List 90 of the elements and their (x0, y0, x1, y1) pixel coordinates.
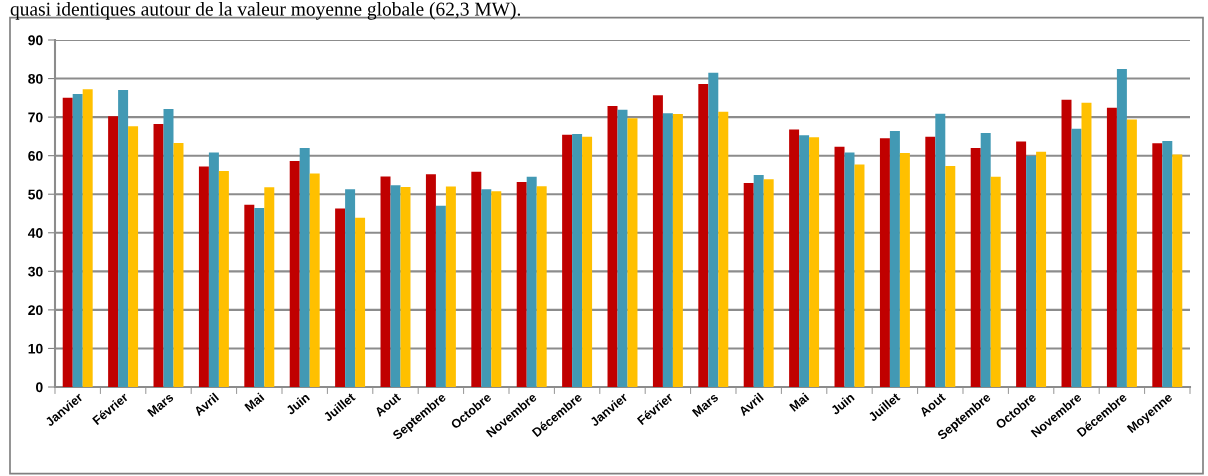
bar (536, 186, 547, 387)
bar (617, 109, 628, 387)
bar (1172, 154, 1183, 387)
bar (662, 113, 673, 387)
bar (572, 134, 583, 387)
bar (718, 111, 729, 387)
y-tick-label: 30 (28, 266, 43, 277)
bar (652, 95, 663, 387)
y-tick-label: 70 (28, 112, 43, 123)
bar (1162, 141, 1173, 387)
bar (264, 187, 275, 387)
bar (708, 72, 719, 387)
bar (244, 204, 255, 387)
bar (672, 114, 683, 387)
bar (491, 191, 502, 387)
bar (108, 116, 119, 387)
bar (72, 93, 83, 387)
bar (607, 105, 618, 387)
bar (970, 147, 981, 387)
bar (198, 166, 209, 387)
bar (980, 132, 991, 387)
bar (945, 166, 956, 387)
bar (1152, 143, 1163, 387)
bar (471, 171, 482, 387)
bar (208, 152, 219, 387)
bar (698, 83, 709, 387)
bar (309, 173, 320, 387)
bar (1061, 99, 1072, 387)
y-tick-label: 90 (28, 35, 43, 46)
y-tick-label: 60 (28, 151, 43, 161)
bar (289, 161, 300, 387)
bar (1071, 128, 1082, 387)
bar (935, 113, 946, 387)
bar (299, 147, 310, 387)
y-tick-label: 0 (36, 382, 43, 393)
bar (799, 135, 810, 387)
y-tick-label: 40 (27, 228, 43, 238)
bar (335, 208, 346, 387)
y-tick-label: 20 (28, 305, 43, 316)
bar (435, 205, 446, 387)
bar (743, 183, 754, 387)
bar (925, 136, 936, 387)
x-tick-label: Juin (829, 392, 855, 416)
x-tick-label: Juin (285, 392, 311, 416)
bar (844, 152, 855, 387)
x-tick-label: Mai (788, 392, 810, 412)
bar (218, 171, 229, 387)
bar (173, 142, 184, 387)
bar (1106, 107, 1117, 387)
bar (118, 90, 129, 387)
y-tick-label: 50 (28, 189, 43, 200)
bar (128, 126, 139, 387)
bar (834, 146, 845, 387)
bar (627, 118, 638, 387)
bar (582, 136, 593, 387)
y-tick-label: 80 (28, 73, 43, 84)
bar (879, 138, 890, 387)
bar (345, 189, 356, 387)
bar (763, 179, 774, 387)
bar (254, 208, 265, 387)
bar (355, 217, 366, 387)
bar (1036, 151, 1047, 387)
bar (562, 134, 573, 387)
x-tick-label: Mai (243, 392, 265, 412)
bar (899, 152, 910, 387)
bar (516, 181, 527, 387)
bar (854, 164, 865, 387)
y-tick-label: 10 (28, 343, 43, 354)
bar (889, 130, 900, 387)
text: quasi identiques autour de la valeur moyenne globale (62,3 MW). (10, 2, 521, 20)
bar (1126, 119, 1137, 387)
bar (380, 176, 391, 387)
bar (1026, 156, 1037, 387)
bar (390, 185, 401, 387)
bar (400, 186, 411, 387)
bar (82, 89, 93, 387)
bar (153, 124, 164, 387)
bar (753, 174, 764, 387)
bar (1081, 102, 1092, 387)
bar (809, 137, 820, 387)
bar (445, 186, 456, 387)
bar (1016, 141, 1027, 387)
bar (425, 174, 436, 387)
bar (1116, 68, 1127, 387)
bar (481, 189, 492, 387)
bar (163, 109, 174, 387)
bar (62, 97, 73, 387)
bar (990, 176, 1001, 387)
bar (526, 176, 537, 387)
bar (789, 129, 800, 387)
